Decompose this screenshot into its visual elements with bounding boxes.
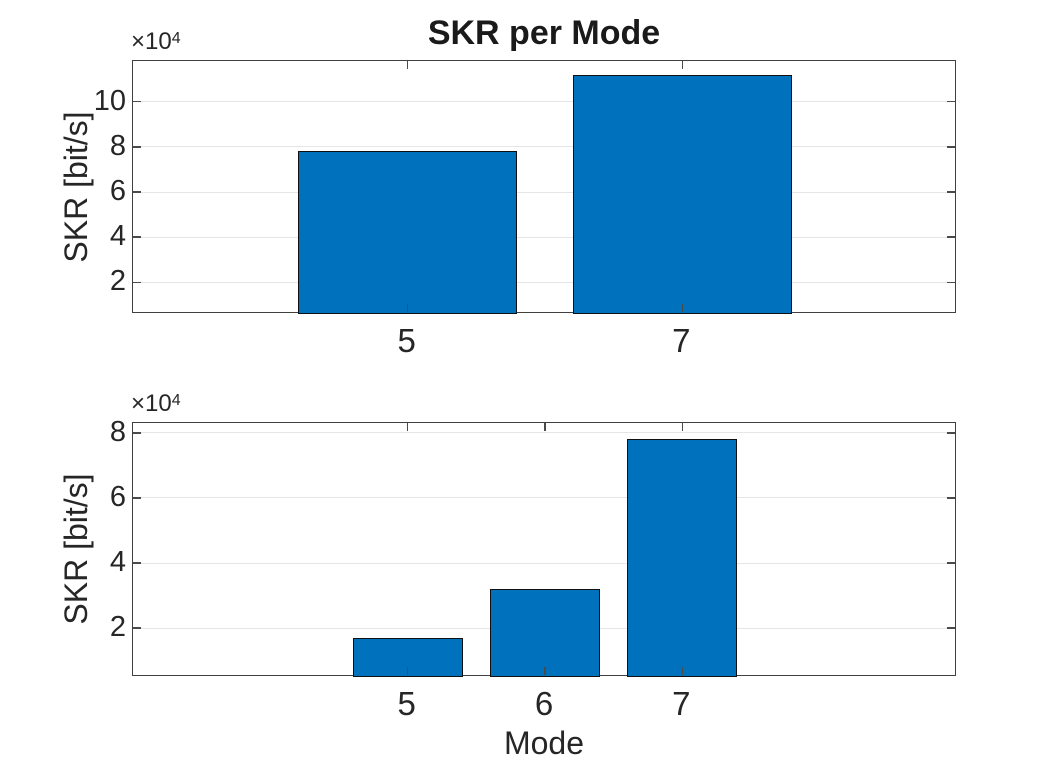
y-tick-label: 2 [109, 611, 126, 644]
y-tick-mark [133, 497, 141, 499]
gridline-y-10 [133, 101, 955, 103]
bar-mode-7 [627, 439, 738, 677]
y-tick-mark [947, 497, 955, 499]
x-tick-mark [544, 667, 546, 675]
x-tick-label: 6 [534, 685, 554, 722]
y-tick-label: 4 [109, 220, 126, 253]
y-tick-mark [133, 191, 141, 193]
x-tick-mark [544, 423, 546, 431]
gridline-y-8 [133, 432, 955, 434]
y-tick-mark [133, 562, 141, 564]
y-tick-mark [133, 236, 141, 238]
x-tick-label: 7 [672, 322, 691, 359]
x-tick-mark [681, 61, 684, 69]
y-tick-mark [947, 236, 955, 238]
gridline-y-6 [133, 497, 955, 499]
y-tick-mark [133, 146, 141, 148]
y-axis-label: SKR [bit/s] [58, 110, 94, 263]
y-tick-label: 10 [93, 84, 126, 117]
x-tick-label: 5 [397, 322, 416, 359]
y-tick-label: 6 [109, 175, 126, 207]
y-axis-multiplier-label: ×104 [131, 28, 181, 55]
x-tick-label: 5 [397, 685, 416, 722]
y-tick-mark [947, 627, 955, 629]
y-tick-label: 2 [109, 265, 126, 298]
subplot-2: 2 4 6 8 5 6 7 SKR [bit/s] Mode ×104 [58, 390, 956, 760]
x-tick-mark [406, 667, 409, 675]
x-tick-mark [406, 304, 409, 312]
y-tick-mark [947, 100, 955, 103]
y-tick-mark [947, 562, 955, 564]
x-tick-mark [681, 667, 684, 675]
y-tick-mark [947, 146, 955, 148]
x-tick-mark [406, 423, 409, 431]
gridline-y-2 [133, 281, 955, 283]
y-tick-mark [133, 627, 141, 629]
y-tick-label: 8 [109, 129, 126, 162]
bar-mode-5 [297, 151, 518, 314]
plot-area [132, 422, 956, 677]
gridline-y-4 [133, 562, 955, 564]
y-tick-label: 6 [109, 480, 126, 513]
gridline-y-4 [133, 236, 955, 238]
y-axis-multiplier-exponent: 4 [171, 392, 181, 409]
x-tick-mark [681, 304, 684, 312]
bar-mode-7 [572, 74, 793, 314]
x-tick-mark [406, 61, 409, 69]
y-axis-multiplier-exponent: 4 [171, 30, 181, 47]
y-tick-mark [133, 281, 141, 284]
y-tick-label: 8 [109, 415, 126, 448]
bar-mode-6 [490, 589, 600, 677]
y-tick-mark [947, 281, 955, 284]
x-axis-label: Mode [503, 725, 585, 761]
y-tick-mark [947, 191, 955, 193]
subplot-1: 2 4 6 8 10 5 7 SKR per Mode SKR [bit/s] ×104 [58, 14, 956, 358]
y-tick-mark [133, 432, 141, 434]
y-tick-label: 4 [109, 546, 126, 578]
x-tick-label: 7 [672, 685, 691, 722]
x-tick-mark [681, 423, 684, 431]
y-tick-mark [133, 100, 141, 103]
plot-area [132, 60, 956, 314]
y-axis-label: SKR [bit/s] [58, 473, 94, 625]
gridline-y-8 [133, 146, 955, 148]
chart-title: SKR per Mode [427, 14, 661, 52]
gridline-y-6 [133, 191, 955, 193]
y-axis-multiplier-label: ×104 [131, 390, 181, 417]
y-tick-mark [947, 432, 955, 434]
